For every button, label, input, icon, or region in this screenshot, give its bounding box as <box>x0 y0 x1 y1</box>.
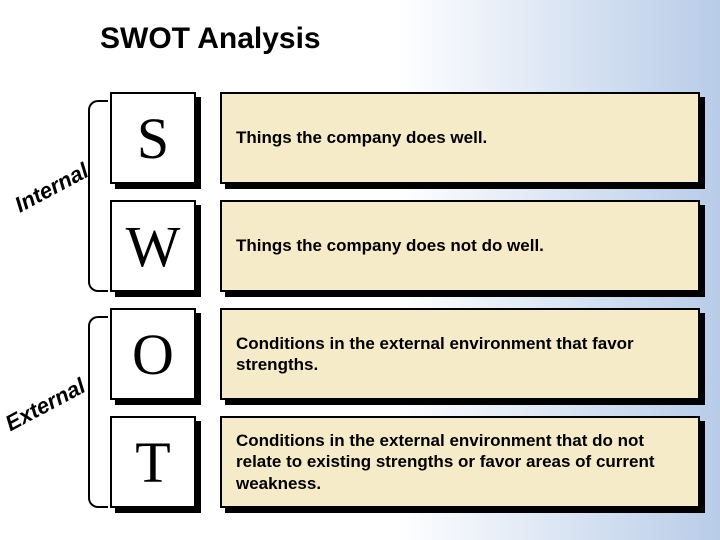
desc-w: Things the company does not do well. <box>220 200 700 292</box>
group-label-external: External <box>1 373 90 437</box>
desc-box-s: Things the company does well. <box>220 92 700 184</box>
swot-row: T Conditions in the external environment… <box>110 416 700 508</box>
desc-s: Things the company does well. <box>220 92 700 184</box>
letter-box-o: O <box>110 308 196 400</box>
desc-box-o: Conditions in the external environment t… <box>220 308 700 400</box>
page-title: SWOT Analysis <box>100 22 321 56</box>
swot-rows: S Things the company does well. W Things… <box>110 92 700 524</box>
letter-box-w: W <box>110 200 196 292</box>
desc-box-w: Things the company does not do well. <box>220 200 700 292</box>
letter-o: O <box>110 308 196 400</box>
bracket-external <box>88 316 108 508</box>
group-label-internal: Internal <box>11 158 93 218</box>
desc-t: Conditions in the external environment t… <box>220 416 700 508</box>
letter-w: W <box>110 200 196 292</box>
swot-row: W Things the company does not do well. <box>110 200 700 292</box>
swot-row: O Conditions in the external environment… <box>110 308 700 400</box>
letter-t: T <box>110 416 196 508</box>
letter-s: S <box>110 92 196 184</box>
desc-box-t: Conditions in the external environment t… <box>220 416 700 508</box>
letter-box-t: T <box>110 416 196 508</box>
bracket-internal <box>88 100 108 292</box>
swot-row: S Things the company does well. <box>110 92 700 184</box>
desc-o: Conditions in the external environment t… <box>220 308 700 400</box>
letter-box-s: S <box>110 92 196 184</box>
